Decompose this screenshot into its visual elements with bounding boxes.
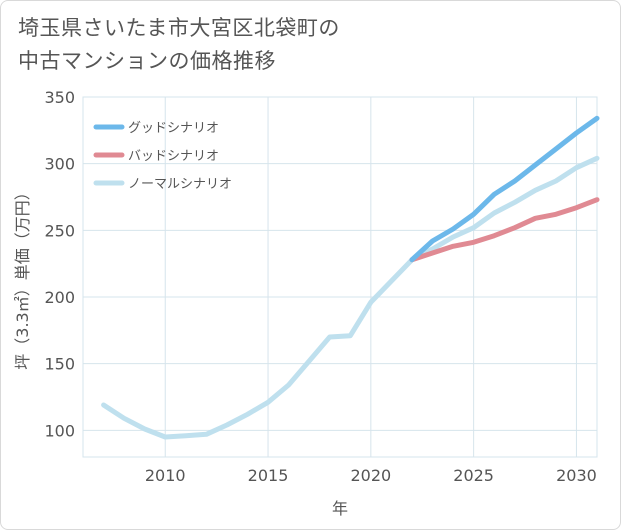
x-tick-label: 2020: [350, 466, 391, 485]
y-axis-title: 坪（3.3㎡）単価（万円）: [13, 184, 32, 369]
legend-label: ノーマルシナリオ: [128, 177, 232, 192]
y-tick-label: 350: [44, 88, 75, 107]
y-tick-label: 100: [44, 421, 75, 440]
series-line-0: [409, 115, 600, 263]
legend-label: グッドシナリオ: [128, 121, 219, 136]
axis-ticks: 100 150 200 250 300 350 2010 2015 2020 2025 2030: [44, 88, 596, 485]
chart-title-line-2: 中古マンションの価格推移: [18, 49, 276, 73]
grid-lines: [82, 96, 598, 458]
legend-label: バッドシナリオ: [128, 149, 219, 164]
x-tick-label: 2010: [145, 466, 186, 485]
chart-title-line-1: 埼玉県さいたま市大宮区北袋町の: [18, 16, 340, 40]
x-tick-label: 2025: [453, 466, 494, 485]
y-tick-label: 250: [44, 221, 75, 240]
x-axis-title: 年: [332, 499, 348, 518]
series-line-2: [101, 155, 600, 440]
series-lines: [101, 115, 600, 440]
chart-title: 埼玉県さいたま市大宮区北袋町の 中古マンションの価格推移: [18, 12, 578, 78]
x-tick-label: 2015: [248, 466, 289, 485]
y-tick-label: 300: [44, 155, 75, 174]
y-tick-label: 150: [44, 355, 75, 374]
series-line-1: [409, 197, 600, 263]
y-tick-label: 200: [44, 288, 75, 307]
x-tick-label: 2030: [556, 466, 597, 485]
